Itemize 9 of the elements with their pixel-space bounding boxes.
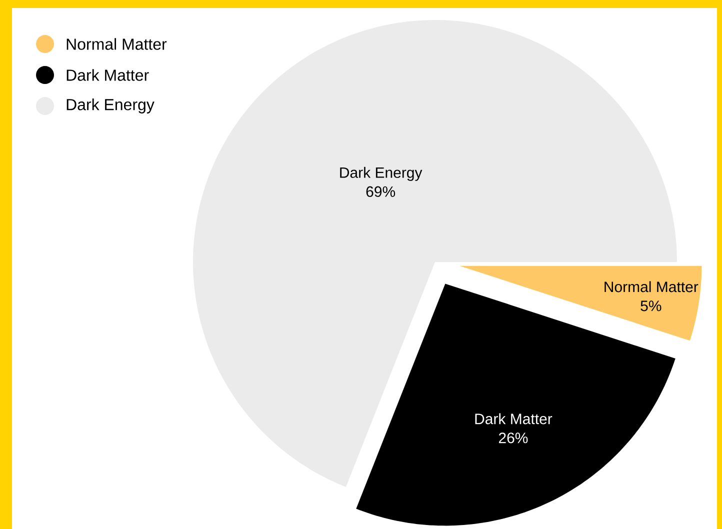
data-label: 69% <box>366 186 396 197</box>
slice-label: Normal Matter <box>604 281 698 292</box>
legend-label: Dark Matter <box>66 69 149 81</box>
slice-label: Dark Matter <box>475 413 552 424</box>
legend-label: Normal Matter <box>66 38 167 50</box>
legend-label: Dark Energy <box>66 98 154 114</box>
slice-label: Dark Energy <box>340 166 422 181</box>
data-label: 5% <box>640 300 662 312</box>
data-label: 26% <box>498 432 528 444</box>
